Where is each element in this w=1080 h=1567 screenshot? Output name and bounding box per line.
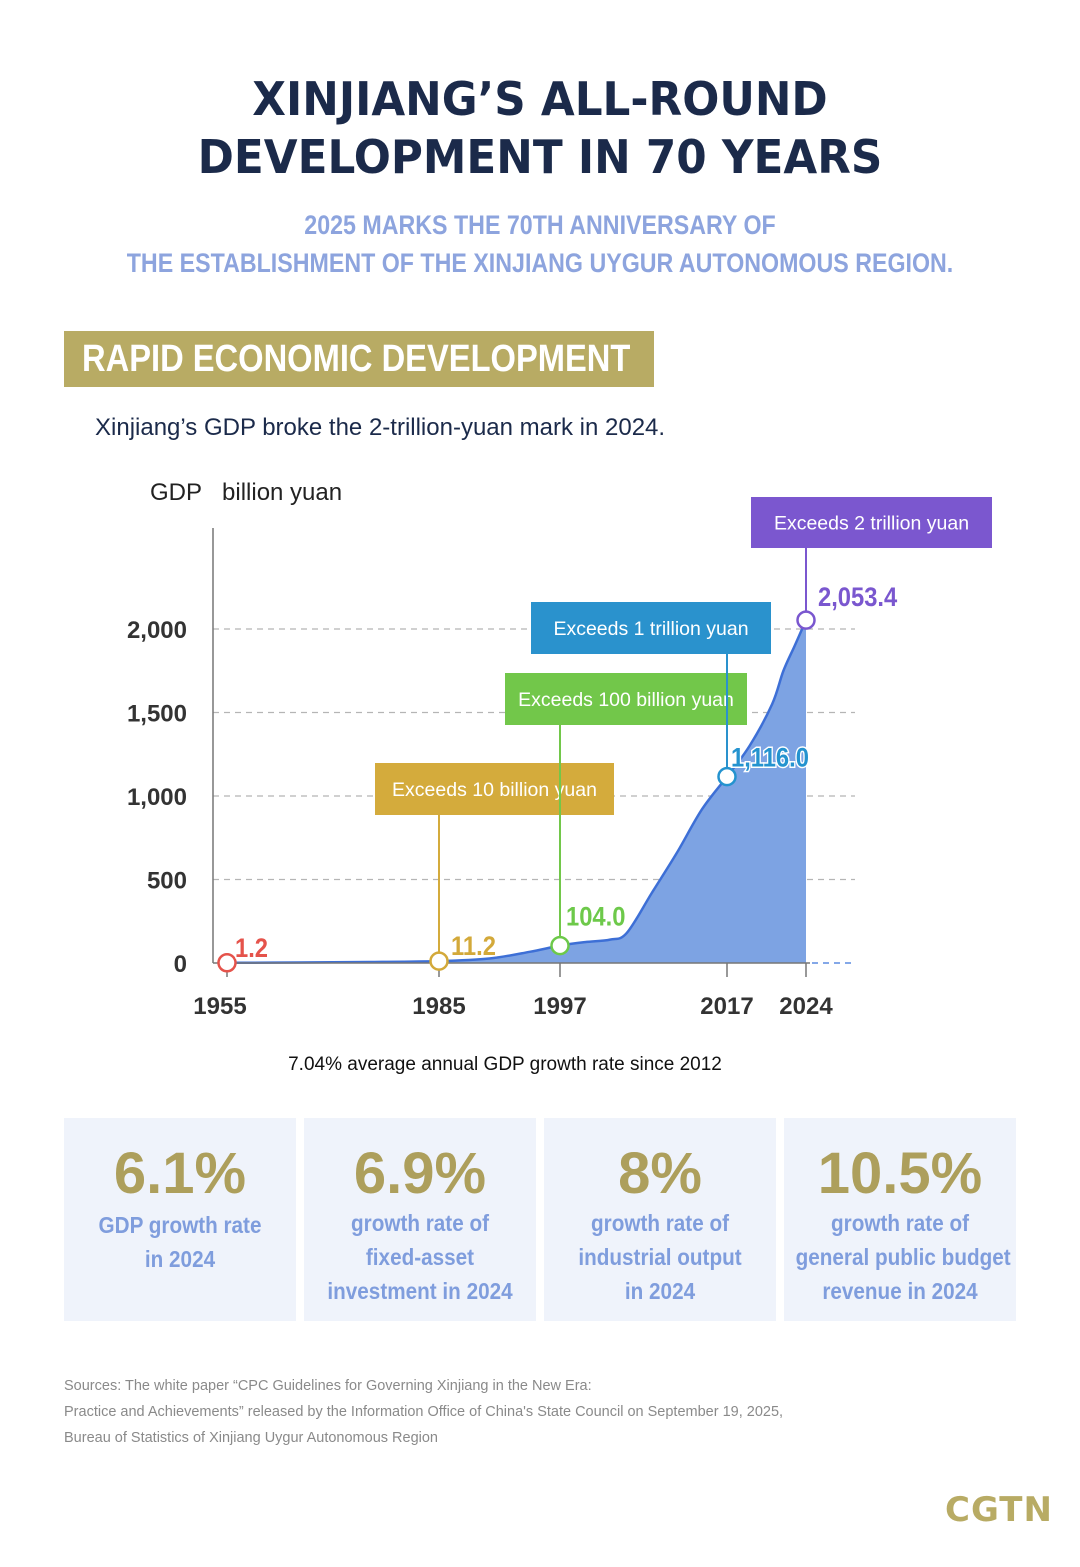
stat-value: 8% [618, 1141, 702, 1206]
title-line-2: DEVELOPMENT IN 70 YEARS [197, 130, 883, 184]
annotations: Exceeds 10 billion yuan Exceeds 100 billi… [375, 497, 992, 962]
page-title: XINJIANG’S ALL-ROUND DEVELOPMENT IN 70 Y… [27, 70, 1053, 186]
stat-value: 10.5% [817, 1141, 983, 1206]
axes: 0 500 1,000 1,500 2,000 1955 1985 1997 2017 2024 [127, 528, 855, 1020]
stat-description: growth rate of industrial output in 2024 [544, 1206, 776, 1308]
title-line-1: XINJIANG’S ALL-ROUND [252, 72, 828, 126]
y-tick-label: 1,000 [127, 784, 187, 811]
gdp-line [226, 619, 808, 965]
annotation-label: Exceeds 100 billion yuan [518, 689, 734, 711]
stat-desc-line: growth rate of [830, 1210, 970, 1236]
highlight-points: 1.2 11.2 104.0 1,116.0 2,053.4 [217, 581, 899, 973]
source-line: Sources: The white paper “CPC Guidelines… [64, 1378, 592, 1394]
data-point-value-label: 11.2 [451, 932, 496, 962]
y-axis-label: GDP [150, 479, 203, 506]
stat-desc-line: revenue in 2024 [822, 1278, 978, 1304]
data-point-value-label: 104.0 [566, 902, 625, 932]
data-point-value-label: 2,053.4 [818, 583, 897, 613]
stat-desc-line: in 2024 [624, 1278, 696, 1304]
annotation-label: Exceeds 1 trillion yuan [553, 618, 748, 640]
source-line: Bureau of Statistics of Xinjiang Uygur A… [64, 1430, 438, 1446]
subtitle-line-1: 2025 MARKS THE 70TH ANNIVERSARY OF [304, 210, 776, 240]
growth-note: 7.04% average annual GDP growth rate sin… [288, 1054, 722, 1075]
source-line: Practice and Achievements” released by t… [64, 1404, 784, 1420]
annotation-box [531, 602, 771, 654]
annotation-box [505, 673, 747, 725]
stat-desc-line: growth rate of [350, 1210, 490, 1236]
stat-desc-line: in 2024 [144, 1246, 216, 1272]
annotation-label: Exceeds 10 billion yuan [392, 779, 597, 801]
x-tick-label: 1955 [193, 993, 246, 1020]
stat-description: growth rate of general public budget rev… [784, 1206, 1016, 1308]
stat-card-industrial-output: 8% growth rate of industrial output in 2… [544, 1118, 776, 1321]
x-tick-label: 1997 [533, 993, 586, 1020]
x-tick-label: 1985 [412, 993, 465, 1020]
annotation-box [375, 763, 614, 815]
stat-desc-line: general public budget [795, 1244, 1011, 1270]
gdp-area-fill [227, 620, 806, 963]
chart-y-axis-title: GDP billion yuan [150, 479, 342, 507]
stat-description: GDP growth rate in 2024 [64, 1208, 296, 1276]
stat-card-budget-revenue: 10.5% growth rate of general public budg… [784, 1118, 1016, 1321]
x-tick-label: 2017 [700, 993, 753, 1020]
page-subtitle: 2025 MARKS THE 70TH ANNIVERSARY OF THE E… [0, 206, 1080, 282]
section-banner: RAPID ECONOMIC DEVELOPMENT [64, 331, 654, 387]
annotation-box [751, 497, 992, 548]
subtitle-line-2: THE ESTABLISHMENT OF THE XINJIANG UYGUR … [126, 248, 954, 278]
stat-description: growth rate of fixed-asset investment in… [304, 1206, 536, 1308]
stat-desc-line: fixed-asset [365, 1244, 475, 1270]
data-point-value-label: 1.2 [235, 933, 268, 963]
stat-card-gdp-growth: 6.1% GDP growth rate in 2024 [64, 1118, 296, 1321]
y-tick-label: 500 [147, 868, 187, 895]
data-point-marker [429, 951, 449, 971]
data-point-marker [717, 766, 737, 787]
stat-value: 6.1% [113, 1141, 247, 1206]
y-tick-label: 0 [174, 951, 187, 978]
annotation-label: Exceeds 2 trillion yuan [774, 513, 969, 535]
data-point-marker [796, 610, 816, 630]
stat-desc-line: investment in 2024 [327, 1278, 513, 1304]
data-point-marker [550, 935, 570, 956]
stat-desc-line: industrial output [578, 1244, 742, 1270]
section-title: RAPID ECONOMIC DEVELOPMENT [82, 338, 631, 380]
chart-headline: Xinjiang’s GDP broke the 2-trillion-yuan… [95, 414, 666, 441]
data-point-value-label: 1,116.0 [731, 743, 809, 773]
stat-card-fixed-asset: 6.9% growth rate of fixed-asset investme… [304, 1118, 536, 1321]
cgtn-logo: CGTN [945, 1490, 1053, 1530]
stat-value: 6.9% [353, 1141, 487, 1206]
sources-note: Sources: The white paper “CPC Guidelines… [64, 1373, 783, 1451]
y-tick-label: 2,000 [127, 617, 187, 644]
y-tick-label: 1,500 [127, 701, 187, 728]
area-series [226, 619, 808, 965]
y-axis-unit: billion yuan [222, 479, 343, 506]
data-point-marker [217, 953, 237, 973]
stat-desc-line: GDP growth rate [98, 1212, 262, 1238]
x-tick-label: 2024 [779, 993, 833, 1020]
stat-desc-line: growth rate of [590, 1210, 730, 1236]
